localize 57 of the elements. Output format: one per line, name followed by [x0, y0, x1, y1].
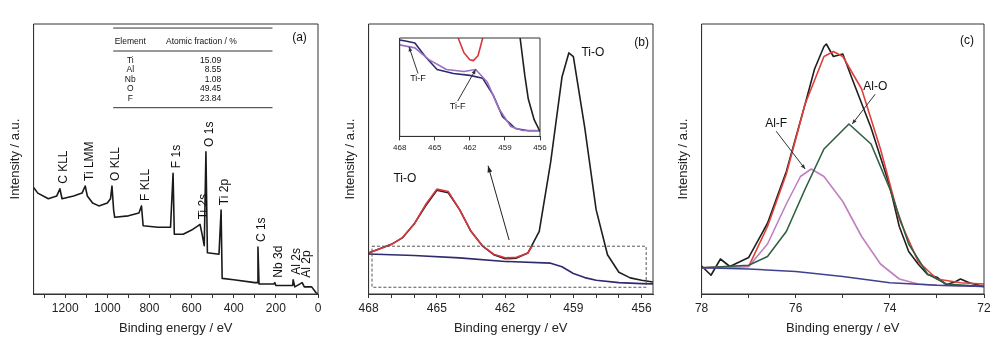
text: Al: [126, 64, 135, 75]
x-tick-label: 459: [498, 143, 513, 153]
annotation: Ti LMM: [81, 141, 96, 181]
x-tick-label: 456: [631, 300, 652, 315]
annotation: Ti-O: [393, 170, 417, 185]
x-tick-label: 1200: [51, 300, 79, 315]
text: (b): [634, 34, 649, 49]
x-tick-label: 200: [265, 300, 287, 315]
annotation: Ti 2p: [217, 178, 232, 206]
annotation: C 1s: [254, 217, 269, 243]
x-tick-label: 78: [694, 300, 709, 315]
annotation: F KLL: [137, 168, 152, 201]
x-axis-title: Binding energy / eV: [786, 319, 900, 335]
text: Nb: [124, 73, 136, 84]
text: 23.84: [200, 92, 222, 103]
x-tick-label: 0: [314, 300, 322, 315]
x-axis-title: Binding energy / eV: [454, 319, 568, 335]
x-tick-label: 465: [426, 300, 448, 315]
x-tick-label: 468: [358, 300, 379, 315]
text: 8.55: [204, 64, 222, 75]
x-tick-label: 76: [789, 300, 803, 315]
x-tick-label: 74: [883, 300, 897, 315]
text: O: [126, 83, 134, 94]
annotation: O KLL: [108, 146, 123, 181]
y-axis-title: Intensity / a.u.: [7, 118, 23, 200]
y-axis-title: Intensity / a.u.: [675, 118, 691, 200]
text: (a): [292, 29, 307, 44]
annotation: Nb 3d: [271, 245, 286, 278]
annotation: Ti-F: [410, 73, 427, 84]
text: Atomic fraction / %: [165, 35, 238, 46]
x-tick-label: 800: [139, 300, 160, 315]
x-tick-label: 1000: [93, 300, 121, 315]
x-tick-label: 72: [977, 300, 991, 315]
annotation: F 1s: [169, 144, 184, 169]
x-tick-label: 456: [533, 143, 548, 153]
text: 49.45: [200, 83, 222, 94]
x-axis-title: Binding energy / eV: [119, 319, 233, 335]
text: 1.08: [204, 73, 222, 84]
y-axis-title: Intensity / a.u.: [342, 118, 358, 200]
x-tick-label: 468: [392, 143, 407, 153]
text: 15.09: [200, 54, 222, 65]
x-tick-label: 465: [428, 143, 442, 153]
annotation: C KLL: [56, 150, 71, 184]
x-tick-label: 459: [563, 300, 584, 315]
annotation: Ti-O: [581, 45, 605, 60]
x-tick-label: 600: [181, 300, 202, 315]
x-tick-label: 462: [495, 300, 516, 315]
annotation: Al-O: [863, 79, 888, 94]
annotation: O 1s: [202, 121, 217, 147]
text: F: [127, 92, 133, 103]
annotation: Al-F: [765, 116, 788, 131]
annotation: Ti-F: [449, 100, 467, 111]
annotation: (c): [960, 32, 975, 47]
x-tick-label: 400: [223, 300, 245, 315]
text: Element: [114, 35, 147, 46]
x-tick-label: 462: [463, 143, 478, 153]
text: Ti: [126, 54, 134, 65]
